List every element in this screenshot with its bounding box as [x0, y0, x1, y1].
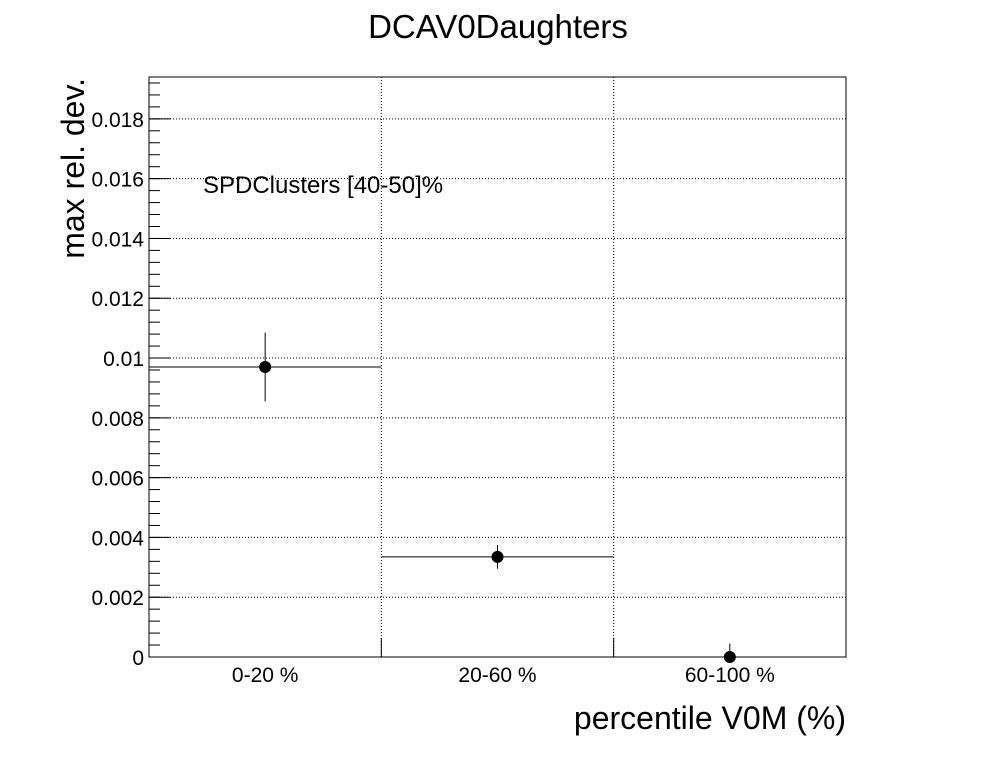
x-tick-labels: 0-20 % 20-60 % 60-100 %: [232, 664, 775, 687]
y-tick-label: 0.016: [91, 169, 144, 192]
x-tick-label: 0-20 %: [232, 664, 299, 687]
y-tick-label: 0.006: [91, 468, 144, 491]
annotation-label: SPDClusters [40-50]%: [203, 172, 443, 199]
y-tick-labels: 0 0.002 0.004 0.006 0.008 0.01 0.012 0.014 0.016…: [91, 109, 144, 670]
y-tick-label: 0: [132, 647, 144, 670]
y-tick-label: 0.014: [91, 228, 144, 251]
axis-ticks: [149, 82, 615, 658]
y-axis-label: max rel. dev.: [55, 78, 91, 259]
y-tick-label: 0.002: [91, 587, 144, 610]
y-tick-label: 0.012: [91, 288, 144, 311]
x-axis-label: percentile V0M (%): [574, 700, 846, 736]
data-point: [723, 651, 736, 663]
x-tick-label: 20-60 %: [458, 664, 536, 687]
data-point: [491, 550, 504, 563]
x-tick-label: 60-100 %: [685, 664, 775, 687]
y-tick-label: 0.008: [91, 408, 144, 431]
grid: [149, 77, 846, 657]
y-tick-label: 0.018: [91, 109, 144, 132]
y-tick-label: 0.004: [91, 527, 144, 550]
y-tick-label: 0.01: [103, 348, 144, 371]
data-point: [259, 361, 272, 373]
data-points: [149, 332, 846, 663]
chart-title: DCAV0Daughters: [368, 8, 628, 45]
